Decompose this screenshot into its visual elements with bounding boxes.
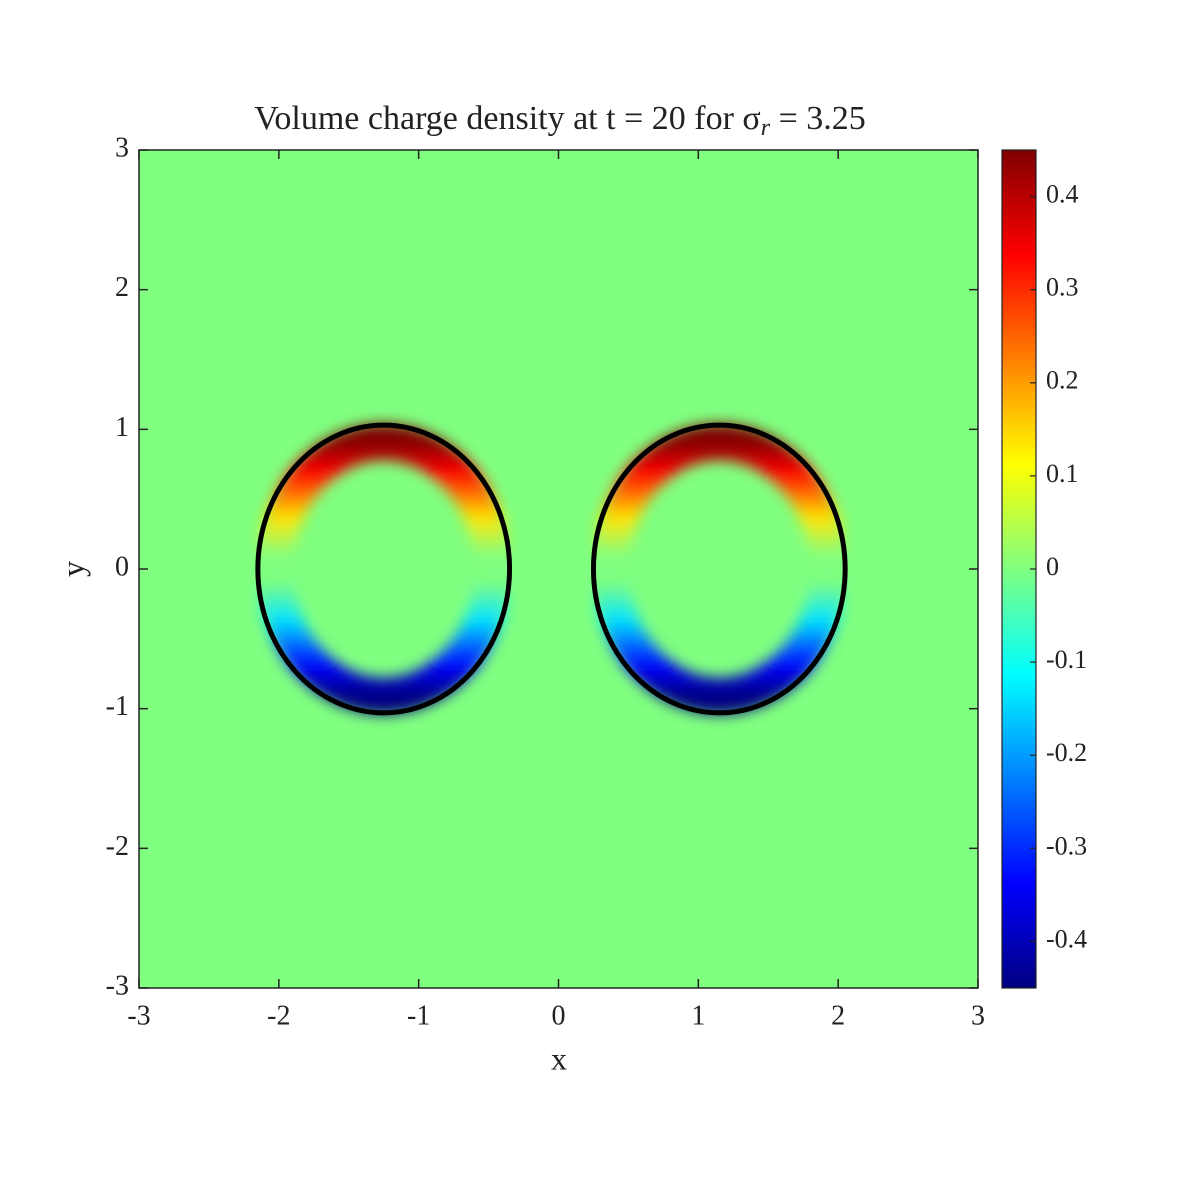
- drop-outline: [255, 422, 513, 716]
- y-tick-label: -1: [106, 691, 129, 722]
- colorbar-tick-label: 0.4: [1046, 180, 1079, 209]
- colorbar-tick-label: -0.3: [1046, 831, 1087, 860]
- colorbar-tick-label: 0.1: [1046, 459, 1079, 488]
- x-tick-label: 2: [831, 1000, 845, 1031]
- x-tick-label: -3: [127, 1000, 150, 1031]
- colorbar-tick-label: 0.2: [1046, 366, 1079, 395]
- colorbar-tick-label: -0.1: [1046, 645, 1087, 674]
- x-tick-label: 1: [691, 1000, 705, 1031]
- charge-ring: [592, 423, 847, 715]
- colorbar-tick-label: 0: [1046, 552, 1059, 581]
- x-tick-label: -1: [407, 1000, 430, 1031]
- y-axis-label: y: [54, 561, 90, 577]
- x-tick-label: 0: [552, 1000, 566, 1031]
- x-axis-label: x: [551, 1040, 567, 1076]
- y-tick-label: -3: [106, 970, 129, 1001]
- y-tick-label: -2: [106, 831, 129, 862]
- x-tick-label: 3: [971, 1000, 985, 1031]
- y-tick-label: 0: [115, 551, 129, 582]
- x-tick-label: -2: [267, 1000, 290, 1031]
- chart-title: Volume charge density at t = 20 for σr =…: [254, 100, 866, 141]
- colorbar-tick-label: -0.4: [1046, 924, 1087, 953]
- axes: -3 -2 -1 0 1 2 3 -3 -2 -1 0 1 2 3: [106, 132, 985, 1031]
- y-tick-label: 1: [115, 412, 129, 443]
- y-tick-label: 2: [115, 272, 129, 303]
- charge-ring: [256, 423, 511, 715]
- drop-outline: [590, 422, 848, 716]
- colorbar-tick-label: -0.2: [1046, 738, 1087, 767]
- colorbar: -0.4 -0.3 -0.2 -0.1 0 0.1 0.2 0.3 0.4: [1001, 149, 1087, 989]
- y-tick-label: 3: [115, 132, 129, 163]
- plot-area: [139, 150, 978, 988]
- colorbar-tick-label: 0.3: [1046, 273, 1079, 302]
